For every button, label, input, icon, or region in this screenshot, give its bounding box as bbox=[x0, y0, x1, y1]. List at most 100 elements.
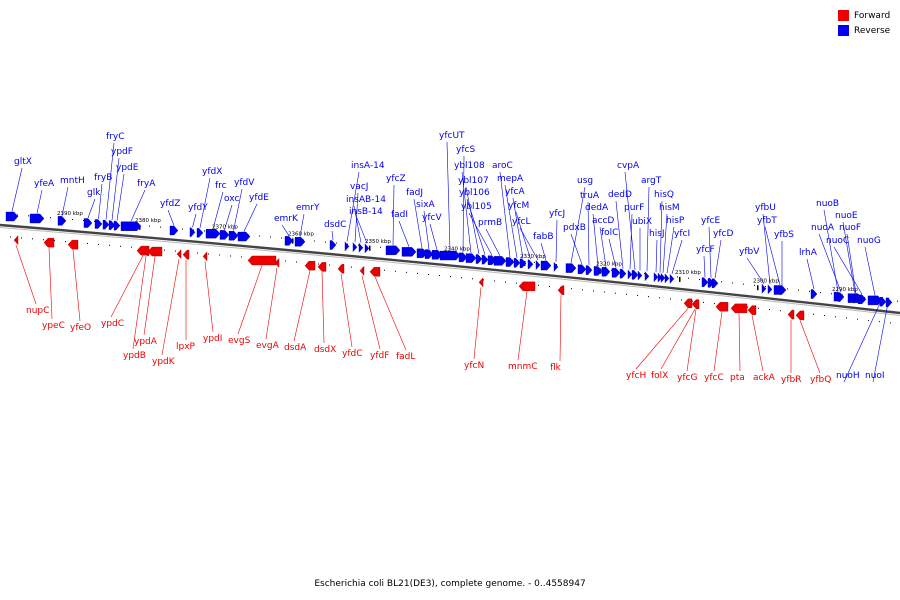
leader-emrk bbox=[281, 224, 290, 236]
tick-dot bbox=[32, 238, 33, 240]
gene-label-ypdc: ypdC bbox=[101, 319, 124, 329]
gene-arrow-flk bbox=[557, 285, 565, 295]
gene-label-nupc: nupC bbox=[26, 306, 49, 316]
gene-label-ypdb: ypdB bbox=[123, 351, 146, 361]
tick-dot bbox=[787, 288, 788, 290]
tick-dot bbox=[534, 261, 535, 263]
scale-label: 2380 kbp bbox=[135, 218, 161, 224]
legend: Forward Reverse bbox=[838, 8, 898, 38]
tick-dot bbox=[314, 240, 315, 242]
tick-dot bbox=[406, 271, 407, 273]
scale-label: 2360 kbp bbox=[288, 232, 314, 238]
gene-arrow-yfdc bbox=[337, 264, 345, 274]
leader-yfbv bbox=[746, 257, 765, 284]
leader-yfce bbox=[708, 226, 712, 278]
gene-arrow-dsdc bbox=[329, 240, 337, 250]
tick-dot bbox=[842, 294, 843, 296]
gene-label-nuoh: nuoH bbox=[836, 371, 860, 381]
leader-nuof bbox=[846, 233, 857, 294]
gene-arrow-yfcz bbox=[385, 245, 401, 256]
tick-dot bbox=[644, 273, 645, 275]
gene-arrow-yfcd bbox=[711, 278, 719, 289]
gene-label-ypdf: ypdF bbox=[111, 147, 133, 157]
gene-label-vacj: vacJ bbox=[350, 182, 368, 192]
leader-yfdc bbox=[340, 273, 353, 348]
tick-dot bbox=[83, 219, 84, 221]
tick-dot bbox=[296, 261, 297, 263]
gene-arrow-frc bbox=[205, 228, 221, 239]
leader-yfdy bbox=[192, 213, 197, 228]
leader-nuog bbox=[864, 246, 876, 296]
leader-nuoi bbox=[872, 297, 890, 383]
gene-arrow-accd bbox=[601, 267, 611, 277]
gene-arrow-ybl107 bbox=[475, 254, 483, 264]
tick-dot bbox=[472, 278, 473, 280]
leader-deda bbox=[592, 213, 599, 266]
gene-label-accd: accD bbox=[592, 216, 614, 226]
leader-frc bbox=[212, 191, 224, 229]
tick-dot bbox=[325, 241, 326, 243]
gene-label-ybl106: ybl106 bbox=[459, 188, 490, 198]
gene-arrow-nuoa bbox=[837, 292, 845, 302]
tick-dot bbox=[347, 243, 348, 245]
gene-label-ypde: ypdE bbox=[116, 163, 139, 173]
tick-dot bbox=[780, 310, 781, 312]
tick-dot bbox=[131, 246, 132, 248]
gene-arrow-yfbu bbox=[767, 284, 773, 295]
gene-arrow-yfde bbox=[237, 231, 251, 242]
leader-yfbu bbox=[762, 213, 771, 285]
scale-label: 2390 kbp bbox=[57, 211, 83, 217]
tick-dot bbox=[208, 253, 209, 255]
leader-ybl106 bbox=[466, 198, 486, 255]
leader-yfcs bbox=[462, 155, 465, 253]
gene-label-yfbv: yfbV bbox=[739, 247, 760, 257]
leader-yfcv bbox=[429, 223, 438, 250]
tick-dot bbox=[193, 229, 194, 231]
leader-prmb bbox=[485, 228, 501, 256]
leader-fryc bbox=[105, 142, 115, 220]
tick-dot bbox=[336, 242, 337, 244]
leader-ybl108 bbox=[461, 171, 472, 254]
tick-dot bbox=[857, 318, 858, 320]
tick-dot bbox=[395, 270, 396, 272]
gene-arrow-folc bbox=[611, 268, 621, 278]
gene-label-yfcs: yfcS bbox=[456, 145, 475, 155]
gene-label-yfeo: yfeO bbox=[70, 323, 91, 333]
tick-dot bbox=[824, 315, 825, 317]
leader-dsdx bbox=[321, 271, 325, 344]
gene-label-evga: evgA bbox=[256, 341, 280, 351]
gene-arrow-aroc bbox=[505, 257, 515, 267]
leader-fabb bbox=[540, 242, 547, 261]
leader-yfdv bbox=[233, 188, 243, 231]
gene-label-yfca: yfcA bbox=[505, 187, 525, 197]
tick-dot bbox=[10, 236, 11, 238]
gene-arrow-prmb bbox=[493, 256, 507, 266]
gene-label-fadl: fadL bbox=[396, 352, 415, 362]
gene-arrow-yfdz bbox=[169, 225, 179, 236]
tick-dot bbox=[758, 307, 759, 309]
tick-dot bbox=[699, 278, 700, 280]
gene-label-nuoc: nuoC bbox=[826, 236, 849, 246]
gene-label-insab-14: insAB-14 bbox=[346, 195, 386, 205]
leader-yfcj bbox=[555, 219, 558, 262]
gene-label-emrk: emrK bbox=[274, 214, 299, 224]
gene-label-yfbs: yfbS bbox=[774, 230, 794, 240]
leader-trua bbox=[587, 201, 590, 266]
tick-dot bbox=[765, 286, 766, 288]
scale-tick bbox=[679, 276, 681, 282]
leader-evgs bbox=[237, 265, 263, 335]
gene-arrow-lpxp bbox=[182, 249, 190, 260]
tick-dot bbox=[219, 254, 220, 256]
gene-arrow-fryb bbox=[94, 219, 103, 229]
gene-arrow-acka bbox=[747, 305, 757, 315]
tick-dot bbox=[182, 228, 183, 230]
leader-yfde bbox=[243, 203, 258, 232]
scale-label: 2310 kbp bbox=[675, 270, 701, 276]
leader-yfdz bbox=[167, 209, 175, 226]
gene-label-frya: fryA bbox=[137, 179, 156, 189]
gene-label-ypda: ypdA bbox=[134, 337, 158, 347]
leader-yfdf bbox=[361, 275, 381, 350]
leader-dsdc bbox=[331, 230, 334, 241]
leader-insa-14 bbox=[346, 171, 360, 242]
gene-label-dsdx: dsdX bbox=[314, 345, 336, 355]
